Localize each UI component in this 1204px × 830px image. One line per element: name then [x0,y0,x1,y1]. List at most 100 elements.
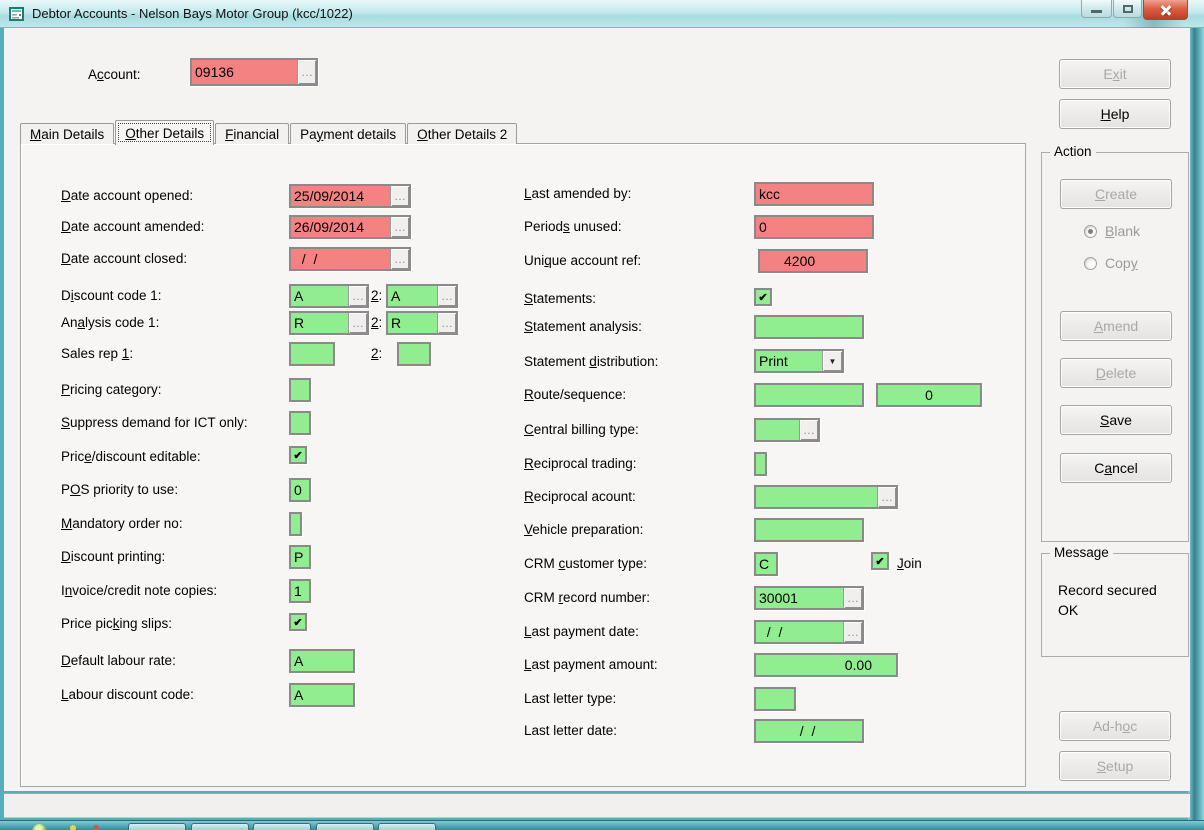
sales-rep-label: Sales rep 1: [61,346,134,361]
minimize-icon [1091,10,1102,13]
default-labour-rate-field[interactable]: A [289,649,355,673]
discount-code-1-field[interactable]: A … [289,284,369,308]
mandatory-order-field[interactable] [289,512,302,536]
suppress-demand-field[interactable] [289,411,311,435]
discount-code-1-value[interactable]: A [291,286,348,306]
central-billing-type-browse-button[interactable]: … [799,420,818,440]
taskbar-button[interactable] [253,823,311,830]
chevron-down-icon[interactable]: ▼ [822,351,842,371]
last-payment-amount-field[interactable]: 0.00 [754,653,898,677]
date-amended-field[interactable]: 26/09/2014 … [289,215,411,239]
statement-analysis-field[interactable] [754,315,864,339]
taskbar-button[interactable] [191,823,249,830]
unique-account-ref-label: Unique account ref: [524,253,642,268]
last-amended-by-field[interactable]: kcc [754,182,874,206]
minimize-button[interactable] [1081,0,1112,18]
account-value[interactable]: 09136 [192,60,297,84]
close-button[interactable] [1143,0,1188,20]
discount-code-1-browse-button[interactable]: … [348,286,367,306]
vehicle-preparation-field[interactable] [754,518,864,542]
statement-distribution-value[interactable]: Print [756,351,822,371]
window-titlebar[interactable]: Debtor Accounts - Nelson Bays Motor Grou… [0,0,1204,28]
taskbar[interactable] [0,820,1204,830]
analysis-code-2-value[interactable]: R [388,313,437,333]
date-closed-value[interactable]: / / [291,249,390,269]
join-checkbox[interactable]: ✔ [871,552,889,570]
last-letter-type-field[interactable] [754,687,796,711]
discount-code-2-field[interactable]: A … [386,284,458,308]
date-closed-browse-button[interactable]: … [390,249,409,269]
reciprocal-account-browse-button[interactable]: … [877,487,896,507]
account-browse-button[interactable]: … [297,60,316,84]
discount-code-2-value[interactable]: A [388,286,437,306]
default-labour-rate-label: Default labour rate: [61,653,176,668]
route-sequence-label: Route/sequence: [524,387,627,402]
last-payment-date-browse-button[interactable]: … [843,622,862,642]
last-payment-amount-label: Last payment amount: [524,657,658,672]
central-billing-type-field[interactable]: … [754,418,820,442]
invoice-copies-field[interactable]: 1 [289,579,311,603]
route-field[interactable] [754,383,864,407]
account-field[interactable]: 09136 … [190,58,318,86]
reciprocal-account-value[interactable] [756,487,877,507]
analysis-code-1-browse-button[interactable]: … [348,313,367,333]
date-opened-browse-button[interactable]: … [390,186,409,206]
discount-printing-field[interactable]: P [289,545,311,569]
maximize-button[interactable] [1113,0,1142,18]
sequence-field[interactable]: 0 [876,383,982,407]
date-closed-field[interactable]: / / … [289,247,411,271]
analysis-code-1-value[interactable]: R [291,313,348,333]
central-billing-type-value[interactable] [756,420,799,440]
date-opened-field[interactable]: 25/09/2014 … [289,184,411,208]
analysis-code-1-field[interactable]: R … [289,311,369,335]
taskbar-button[interactable] [316,823,374,830]
price-discount-editable-checkbox[interactable]: ✔ [289,446,307,464]
periods-unused-field[interactable]: 0 [754,215,874,239]
unique-account-ref-field[interactable]: 4200 [758,249,868,273]
blank-radio[interactable]: Blank [1084,223,1140,239]
labour-discount-code-field[interactable]: A [289,683,355,707]
crm-record-number-browse-button[interactable]: … [843,588,862,608]
start-orb[interactable] [32,824,47,830]
taskbar-button[interactable] [378,823,436,830]
last-payment-date-value[interactable]: / / [756,622,843,642]
analysis-code-2-browse-button[interactable]: … [437,313,456,333]
reciprocal-trading-field[interactable] [754,452,767,476]
pricing-category-field[interactable] [289,378,311,402]
pos-priority-field[interactable]: 0 [289,478,311,502]
reciprocal-account-field[interactable]: … [754,485,898,509]
date-amended-value[interactable]: 26/09/2014 [291,217,390,237]
quick-launch-icon[interactable] [70,825,76,830]
sales-rep-1-field[interactable] [289,342,335,366]
statement-distribution-dropdown[interactable]: Print ▼ [754,349,844,373]
quick-launch-icon[interactable] [93,825,99,830]
date-opened-value[interactable]: 25/09/2014 [291,186,390,206]
analysis-code-2-field[interactable]: R … [386,311,458,335]
statements-checkbox[interactable]: ✔ [754,288,772,306]
crm-record-number-field[interactable]: 30001 … [754,586,864,610]
copy-radio[interactable]: Copy [1084,255,1138,271]
date-amended-browse-button[interactable]: … [390,217,409,237]
taskbar-button[interactable] [128,823,186,830]
last-letter-date-field[interactable]: / / [754,719,864,743]
discount-code-2-browse-button[interactable]: … [437,286,456,306]
tab-payment-details[interactable]: Pa y ment details [290,123,407,144]
sales-rep-2-field[interactable] [397,342,431,366]
adhoc-button[interactable]: Ad-h o c [1059,711,1171,741]
crm-record-number-value[interactable]: 30001 [756,588,843,608]
price-picking-slips-checkbox[interactable]: ✔ [289,613,307,631]
last-payment-date-field[interactable]: / / … [754,620,864,644]
crm-customer-type-field[interactable]: C [754,552,778,576]
